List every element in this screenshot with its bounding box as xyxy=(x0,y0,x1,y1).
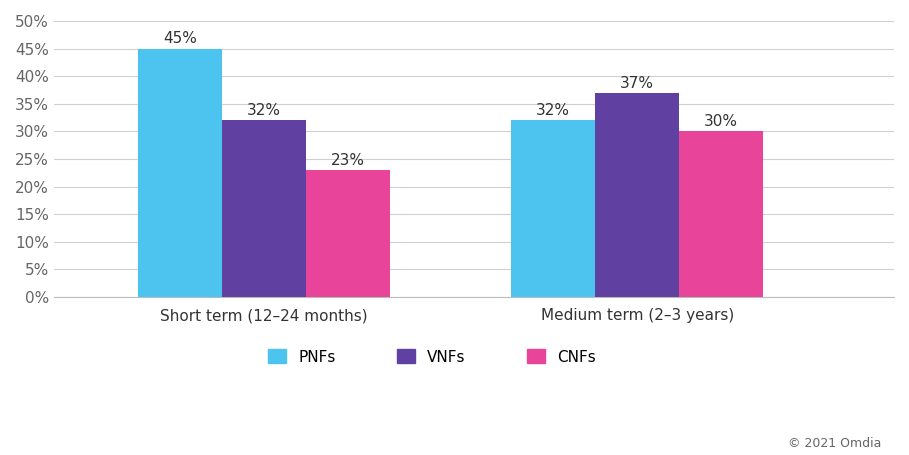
Bar xyxy=(222,121,306,297)
Text: © 2021 Omdia: © 2021 Omdia xyxy=(788,437,882,450)
Bar xyxy=(138,49,222,297)
Bar xyxy=(595,93,679,297)
Bar xyxy=(679,131,764,297)
Text: 23%: 23% xyxy=(331,153,365,168)
Text: 32%: 32% xyxy=(536,103,570,118)
Text: 45%: 45% xyxy=(163,31,197,46)
Bar xyxy=(511,121,595,297)
Legend: PNFs, VNFs, CNFs: PNFs, VNFs, CNFs xyxy=(260,342,604,372)
Bar xyxy=(306,170,390,297)
Text: 30%: 30% xyxy=(704,114,738,129)
Text: 37%: 37% xyxy=(620,76,654,91)
Text: 32%: 32% xyxy=(247,103,281,118)
